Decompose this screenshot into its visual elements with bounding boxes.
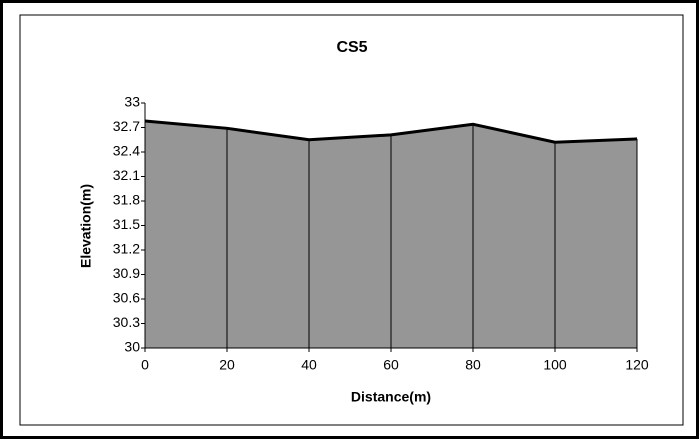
x-tick-label: 80 [465,357,481,373]
x-tick-label: 60 [383,357,399,373]
y-tick-label: 31.5 [113,216,140,232]
chart-title: CS5 [336,39,367,56]
y-tick-label: 31.8 [113,192,140,208]
x-tick-label: 120 [625,357,649,373]
y-tick-label: 30.6 [113,290,140,306]
y-axis-label: Elevation(m) [78,184,94,268]
y-tick-label: 30.3 [113,314,140,330]
x-tick-label: 0 [141,357,149,373]
y-tick-label: 31.2 [113,241,140,257]
line [144,119,638,144]
y-tick-label: 32.4 [113,143,140,159]
x-tick-label: 40 [301,357,317,373]
y-tick-label: 30.9 [113,265,140,281]
x-axis-label: Distance(m) [351,389,431,405]
y-tick-label: 30 [124,339,140,355]
x-tick-label: 20 [219,357,235,373]
y-tick-label: 32.1 [113,167,140,183]
y-tick-label: 33 [124,94,140,110]
x-tick-label: 100 [543,357,567,373]
y-tick-label: 32.7 [113,118,140,134]
